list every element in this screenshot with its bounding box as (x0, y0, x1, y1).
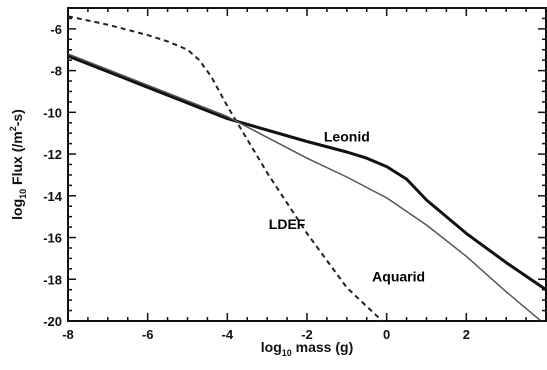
series-line-aquarid (68, 53, 543, 321)
x-tick-label: -6 (142, 327, 154, 342)
y-tick-label: -16 (43, 231, 62, 246)
plot-area: -8 -6 -4 -2 0 2-20-18-16-14-12-10-8-6 LDEFLeo… (43, 7, 547, 342)
x-tick-label: -2 (301, 327, 313, 342)
series-label-ldef: LDEF (269, 216, 306, 232)
tick-layer: -8 -6 -4 -2 0 2-20-18-16-14-12-10-8-6 (43, 7, 546, 342)
x-axis-title: log10 mass (g) (261, 339, 353, 358)
series-layer (68, 15, 546, 321)
x-tick-label: 0 (383, 327, 390, 342)
y-tick-label: -18 (43, 272, 62, 287)
series-labels: LDEF Leonid Aquarid (269, 129, 425, 285)
plot-frame (67, 7, 547, 322)
y-tick-label: -10 (43, 105, 62, 120)
series-label-aquarid: Aquarid (372, 268, 425, 284)
x-tick-label: 2 (463, 327, 470, 342)
y-tick-label: -8 (50, 64, 62, 79)
x-tick-label: -4 (222, 327, 234, 342)
y-tick-label: -12 (43, 147, 62, 162)
series-line-ldef (68, 15, 384, 321)
x-tick-label: -8 (62, 327, 74, 342)
y-tick-label: -14 (43, 189, 63, 204)
series-label-leonid: Leonid (324, 129, 370, 145)
y-tick-label: -6 (50, 22, 62, 37)
y-axis-title: log10 Flux (/m2-s) (8, 109, 28, 220)
series-line-leonid (68, 54, 546, 291)
y-tick-label: -20 (43, 314, 62, 329)
